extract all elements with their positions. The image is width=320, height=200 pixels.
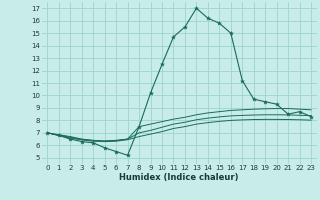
X-axis label: Humidex (Indice chaleur): Humidex (Indice chaleur): [119, 173, 239, 182]
